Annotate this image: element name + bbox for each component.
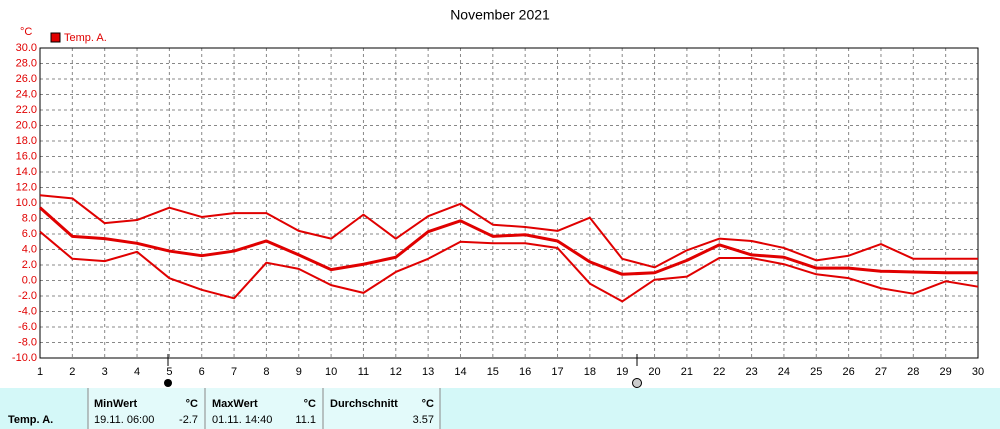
x-tick-label: 6 (199, 366, 205, 378)
y-tick-label: 26.0 (16, 73, 37, 85)
y-tick-label: 10.0 (16, 197, 37, 209)
y-tick-label: -6.0 (18, 321, 37, 333)
y-tick-label: 12.0 (16, 181, 37, 193)
plot-area: -10.0 -8.0 -6.0 -4.0 -2.0 0.0 2.0 4.0 6.0 8.0 10.0… (12, 42, 984, 378)
x-tick-label: 11 (358, 366, 369, 378)
x-tick-label: 7 (231, 366, 237, 378)
x-tick-label: 9 (296, 366, 302, 378)
x-tick-label: 26 (842, 366, 854, 378)
y-tick-label: 6.0 (22, 228, 37, 240)
x-tick-label: 24 (778, 366, 790, 378)
x-tick-label: 28 (907, 366, 919, 378)
x-tick-label: 10 (325, 366, 337, 378)
y-tick-label: 18.0 (16, 135, 37, 147)
legend: Temp. A. (50, 32, 107, 44)
marker (164, 379, 172, 387)
cell-value: 3.57 (413, 414, 434, 426)
x-tick-label: 30 (972, 366, 984, 378)
chart-title: November 2021 (450, 7, 550, 23)
y-tick-label: -10.0 (12, 352, 37, 364)
column-unit: °C (304, 398, 316, 410)
y-tick-label: 20.0 (16, 119, 37, 131)
x-tick-label: 1 (37, 366, 43, 378)
column-unit: °C (186, 398, 198, 410)
y-tick-label: 28.0 (16, 57, 37, 69)
y-tick-label: 22.0 (16, 104, 37, 116)
x-tick-label: 19 (616, 366, 628, 378)
x-tick-label: 25 (810, 366, 822, 378)
cell-time: 01.11. 14:40 (212, 414, 272, 426)
y-tick-label: 2.0 (22, 259, 37, 271)
x-tick-label: 16 (519, 366, 531, 378)
x-tick-label: 5 (166, 366, 172, 378)
x-tick-label: 8 (263, 366, 269, 378)
column-header: MinWert (94, 398, 138, 410)
x-tick-label: 2 (69, 366, 75, 378)
y-tick-label: 14.0 (16, 166, 37, 178)
x-tick-label: 23 (745, 366, 757, 378)
x-tick-label: 22 (713, 366, 725, 378)
column-header: MaxWert (212, 398, 258, 410)
table-cells (88, 388, 440, 429)
column-unit: °C (422, 398, 434, 410)
y-tick-label: 8.0 (22, 212, 37, 224)
row-label: Temp. A. (8, 414, 53, 426)
series-line (39, 230, 979, 303)
y-tick-label: 30.0 (16, 42, 37, 54)
cell-value: -2.7 (179, 414, 198, 426)
y-tick-label: 4.0 (22, 243, 37, 255)
marker (632, 378, 642, 388)
x-tick-label: 27 (875, 366, 887, 378)
x-tick-label: 17 (551, 366, 563, 378)
legend-swatch (50, 32, 61, 43)
x-tick-label: 14 (454, 366, 466, 378)
plot-border (39, 47, 979, 359)
x-tick-label: 20 (648, 366, 660, 378)
cell-time: 19.11. 06:00 (94, 414, 154, 426)
table-background (0, 388, 1000, 429)
y-tick-label: 24.0 (16, 88, 37, 100)
x-tick-label: 15 (487, 366, 499, 378)
legend-label: Temp. A. (64, 32, 107, 44)
y-tick-label: -4.0 (18, 305, 37, 317)
y-tick-label: -2.0 (18, 290, 37, 302)
x-tick-label: 21 (681, 366, 693, 378)
x-tick-label: 18 (584, 366, 596, 378)
x-tick-label: 13 (422, 366, 434, 378)
x-tick-label: 12 (390, 366, 402, 378)
stats-table: Temp. A. MinWert °C 19.11. 06:00 -2.7 Ma… (0, 388, 1000, 429)
cell-value: 11.1 (295, 414, 316, 426)
x-tick-label: 4 (134, 366, 140, 378)
y-unit: °C (20, 26, 32, 38)
x-tick-label: 3 (102, 366, 108, 378)
series-line (39, 194, 978, 269)
x-tick-label: 29 (940, 366, 952, 378)
series-line (39, 206, 978, 276)
y-tick-label: 16.0 (16, 150, 37, 162)
column-header: Durchschnitt (330, 398, 398, 410)
y-tick-label: 0.0 (22, 274, 37, 286)
y-tick-label: -8.0 (18, 336, 37, 348)
